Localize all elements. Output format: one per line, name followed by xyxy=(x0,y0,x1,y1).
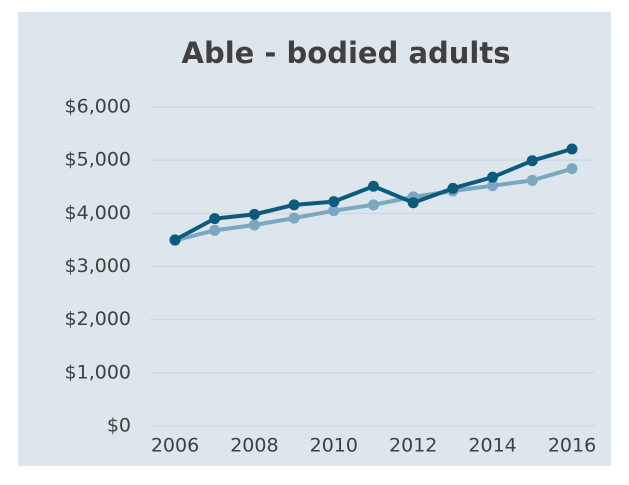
chart-title: Able - bodied adults xyxy=(182,36,511,70)
y-tick-label: $5,000 xyxy=(65,149,131,171)
x-tick-label: 2010 xyxy=(310,435,358,457)
x-tick-label: 2016 xyxy=(548,435,596,457)
point xyxy=(447,182,459,194)
point xyxy=(209,224,221,236)
panel xyxy=(18,12,611,466)
point xyxy=(248,219,260,231)
x-tick-label: 2008 xyxy=(230,435,278,457)
y-tick-label: $6,000 xyxy=(65,96,131,118)
y-tick-label: $4,000 xyxy=(65,202,131,224)
y-tick-label: $3,000 xyxy=(65,255,131,277)
y-tick-label: $0 xyxy=(107,415,131,437)
x-tick-label: 2006 xyxy=(151,435,199,457)
point xyxy=(566,163,578,175)
point xyxy=(169,234,181,246)
point xyxy=(248,208,260,220)
x-tick-label: 2014 xyxy=(468,435,516,457)
point xyxy=(487,171,499,183)
y-tick-label: $2,000 xyxy=(65,308,131,330)
point xyxy=(368,180,379,192)
point xyxy=(328,205,340,217)
point xyxy=(407,197,419,209)
point xyxy=(288,199,300,211)
point xyxy=(526,174,538,186)
point xyxy=(328,196,340,208)
y-tick-label: $1,000 xyxy=(65,361,131,383)
x-tick-label: 2012 xyxy=(389,435,437,457)
point xyxy=(566,143,578,155)
point xyxy=(526,155,538,167)
point xyxy=(288,212,300,224)
point xyxy=(487,180,499,192)
point xyxy=(209,213,221,225)
point xyxy=(368,199,379,211)
